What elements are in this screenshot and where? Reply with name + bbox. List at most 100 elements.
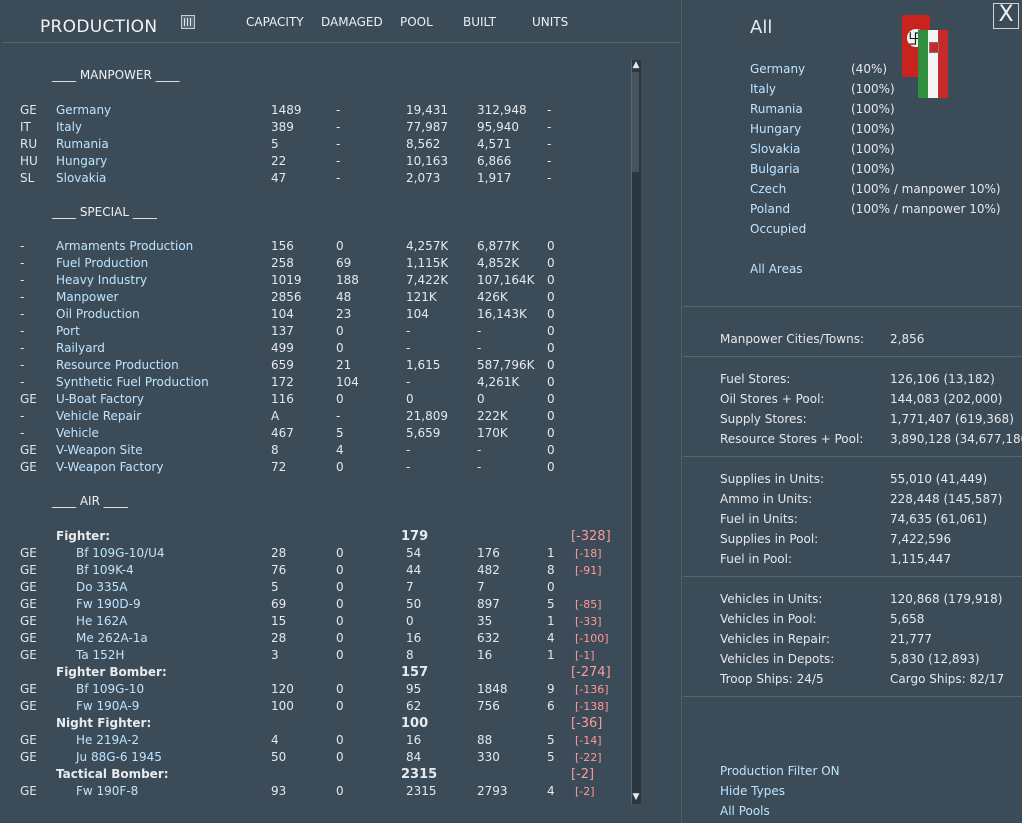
row-name[interactable]: Slovakia [56, 171, 107, 185]
row-name[interactable]: Railyard [56, 341, 105, 355]
all-areas-link[interactable]: All Areas [750, 262, 803, 276]
row-damaged: 188 [336, 273, 359, 287]
country-name[interactable]: Slovakia [750, 142, 801, 156]
country-name[interactable]: Italy [750, 82, 777, 96]
row-name[interactable]: Ta 152H [76, 648, 125, 662]
col-units[interactable]: UNITS [532, 15, 569, 29]
row-code: GE [20, 733, 37, 747]
row-name[interactable]: Me 262A-1a [76, 631, 148, 645]
row-name[interactable]: V-Weapon Site [56, 443, 143, 457]
row-built: 587,796K [477, 358, 535, 372]
row-pool: - [406, 375, 411, 389]
bottom-link[interactable]: All Pools [720, 804, 770, 818]
row-code: RU [20, 137, 38, 151]
bottom-link[interactable]: Production Filter ON [720, 764, 840, 778]
stat-label: Resource Stores + Pool: [720, 432, 864, 446]
scroll-down-icon[interactable]: ▼ [632, 792, 640, 802]
row-name[interactable]: Armaments Production [56, 239, 194, 253]
stat-value: 120,868 (179,918) [890, 592, 1003, 606]
row-capacity: 172 [271, 375, 294, 389]
row-name[interactable]: Do 335A [76, 580, 128, 594]
stat-label: Vehicles in Repair: [720, 632, 830, 646]
scroll-up-icon[interactable]: ▲ [632, 60, 640, 70]
country-pct: (100%) [851, 122, 895, 136]
row-code: - [20, 290, 25, 304]
scrollbar-thumb[interactable] [632, 72, 639, 172]
row-name[interactable]: Hungary [56, 154, 108, 168]
row-capacity: 50 [271, 750, 287, 764]
row-name[interactable]: Oil Production [56, 307, 140, 321]
row-name[interactable]: Rumania [56, 137, 109, 151]
row-name[interactable]: He 162A [76, 614, 128, 628]
bottom-link[interactable]: Hide Types [720, 784, 785, 798]
row-damaged: - [336, 137, 341, 151]
row-units: 4 [547, 631, 555, 645]
row-name[interactable]: Vehicle [56, 426, 99, 440]
row-built: 2793 [477, 784, 508, 798]
row-pool: 1,115K [406, 256, 449, 270]
row-name[interactable]: Heavy Industry [56, 273, 148, 287]
row-name[interactable]: He 219A-2 [76, 733, 140, 747]
close-button[interactable]: X [993, 3, 1019, 29]
col-pool[interactable]: POOL [400, 15, 433, 29]
country-name[interactable]: Occupied [750, 222, 807, 236]
country-name[interactable]: Bulgaria [750, 162, 800, 176]
row-damaged: 69 [336, 256, 352, 270]
row-name[interactable]: Italy [56, 120, 83, 134]
divider-5 [683, 696, 1022, 697]
divider-4 [683, 576, 1022, 577]
row-built: 35 [477, 614, 493, 628]
country-name[interactable]: Czech [750, 182, 787, 196]
divider-2 [683, 356, 1022, 357]
row-capacity: 467 [271, 426, 294, 440]
row-name[interactable]: Manpower [56, 290, 119, 304]
row-pool: 2,073 [406, 171, 441, 185]
row-code: IT [20, 120, 31, 134]
row-name[interactable]: Fw 190A-9 [76, 699, 140, 713]
row-built: 170K [477, 426, 508, 440]
country-name[interactable]: Hungary [750, 122, 802, 136]
country-name[interactable]: Rumania [750, 102, 803, 116]
stat-value: Cargo Ships: 82/17 [890, 672, 1005, 686]
row-name[interactable]: U-Boat Factory [56, 392, 144, 406]
row-damaged: - [336, 103, 341, 117]
scrollbar-track[interactable] [631, 60, 641, 804]
row-code: - [20, 341, 25, 355]
row-damaged: 0 [336, 546, 344, 560]
calculator-icon[interactable] [181, 15, 195, 29]
divider-1 [683, 306, 1022, 307]
country-name[interactable]: Germany [750, 62, 806, 76]
row-name[interactable]: Germany [56, 103, 112, 117]
row-units: - [547, 171, 552, 185]
row-pool: - [406, 443, 411, 457]
row-code: - [20, 409, 25, 423]
row-name[interactable]: Port [56, 324, 80, 338]
row-name[interactable]: Bf 109G-10 [76, 682, 145, 696]
row-name[interactable]: Fw 190D-9 [76, 597, 141, 611]
row-name[interactable]: Resource Production [56, 358, 179, 372]
col-built[interactable]: BUILT [463, 15, 496, 29]
row-capacity: 1019 [271, 273, 302, 287]
country-name[interactable]: Poland [750, 202, 791, 216]
row-pool: 7,422K [406, 273, 449, 287]
row-name[interactable]: Bf 109G-10/U4 [76, 546, 165, 560]
col-damaged[interactable]: DAMAGED [321, 15, 383, 29]
row-built: - [477, 324, 482, 338]
row-name[interactable]: Ju 88G-6 1945 [76, 750, 162, 764]
row-units: 0 [547, 324, 555, 338]
row-built: 312,948 [477, 103, 527, 117]
row-units: - [547, 103, 552, 117]
row-name[interactable]: Vehicle Repair [56, 409, 142, 423]
group-net: [-36] [571, 716, 603, 731]
row-damaged: 21 [336, 358, 352, 372]
row-capacity: 499 [271, 341, 294, 355]
row-built: 88 [477, 733, 493, 747]
row-name[interactable]: V-Weapon Factory [56, 460, 164, 474]
row-name[interactable]: Synthetic Fuel Production [56, 375, 209, 389]
row-units: 0 [547, 307, 555, 321]
col-capacity[interactable]: CAPACITY [246, 15, 304, 29]
row-name[interactable]: Fuel Production [56, 256, 149, 270]
row-name[interactable]: Bf 109K-4 [76, 563, 134, 577]
row-name[interactable]: Fw 190F-8 [76, 784, 139, 798]
row-damaged: 0 [336, 614, 344, 628]
